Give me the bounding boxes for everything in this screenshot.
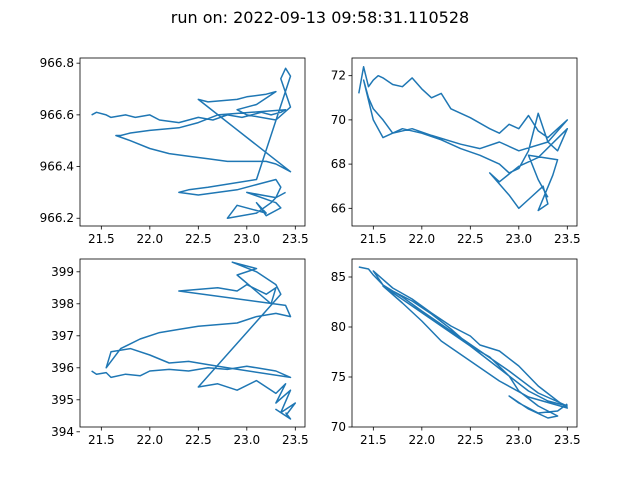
y-tick-label: 72 [331,69,346,83]
series-line-2-1 [358,66,569,212]
x-tick-label: 23.5 [554,232,581,246]
x-tick-label: 22.0 [408,232,435,246]
x-tick-label: 21.5 [360,232,387,246]
series-line-4-1 [358,266,569,419]
axes-frame-4 [351,258,578,428]
y-tick-label: 70 [331,113,346,127]
y-tick-label: 395 [51,393,74,407]
subplot-4: 21.5 22.0 22.5 23.0 23.5 70 75 80 85 [331,258,581,447]
series-line-1-1 [91,67,292,219]
x-tick-label: 22.5 [185,232,212,246]
y-tick-label: 397 [51,329,74,343]
y-tick-label: 66 [331,201,346,215]
y-tick-label: 966.6 [40,108,74,122]
figure-title: run on: 2022-09-13 09:58:31.110528 [170,8,470,27]
y-tick-label: 398 [51,297,74,311]
x-tick-label: 22.0 [408,433,435,447]
x-tick-label: 23.5 [554,433,581,447]
x-tick-label: 21.5 [88,433,115,447]
x-tick-label: 23.0 [505,232,532,246]
y-tick-label: 75 [331,370,346,384]
x-tick-label: 22.5 [457,433,484,447]
y-tick-label: 394 [51,425,74,439]
y-tick-label: 68 [331,157,346,171]
y-tick-label: 70 [331,420,346,434]
x-tick-label: 23.0 [233,232,260,246]
subplot-3: 21.5 22.0 22.5 23.0 23.5 394 395 396 397 398 399 [51,258,309,447]
y-tick-label: 966.8 [40,56,74,70]
x-tick-label: 23.0 [505,433,532,447]
axes-frame-1 [79,57,306,227]
x-tick-label: 23.5 [282,232,309,246]
y-tick-label: 80 [331,320,346,334]
y-tick-label: 966.2 [40,211,74,225]
subplot-1: 21.5 22.0 22.5 23.0 23.5 966.2 966.4 966.6 966.8 [40,56,309,246]
x-tick-label: 23.0 [233,433,260,447]
x-tick-label: 21.5 [360,433,387,447]
axes-frame-2 [351,57,578,227]
x-tick-label: 22.0 [136,232,163,246]
axes-frame-3 [79,258,306,428]
subplot-2: 21.5 22.0 22.5 23.0 23.5 66 68 70 72 [331,57,581,246]
x-tick-label: 21.5 [88,232,115,246]
y-tick-label: 399 [51,265,74,279]
x-tick-label: 22.5 [457,232,484,246]
x-tick-label: 22.0 [136,433,163,447]
x-tick-label: 22.5 [185,433,212,447]
y-tick-label: 85 [331,270,346,284]
series-line-3-1 [91,261,297,420]
y-tick-label: 396 [51,361,74,375]
x-tick-label: 23.5 [282,433,309,447]
y-tick-label: 966.4 [40,160,74,174]
